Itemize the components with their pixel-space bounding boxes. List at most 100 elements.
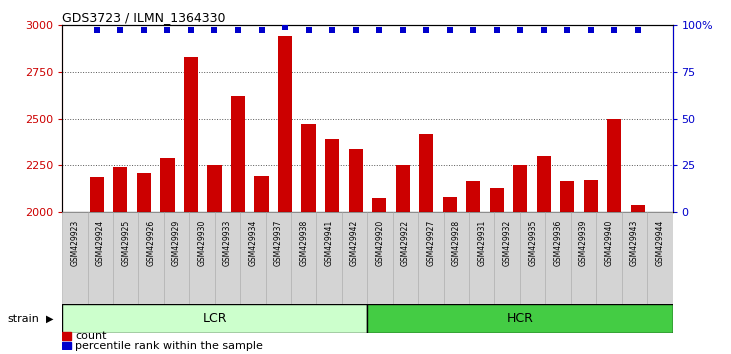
- Bar: [137, 173, 151, 354]
- Bar: [442, 198, 457, 354]
- Point: [467, 28, 479, 33]
- Bar: [189, 212, 215, 308]
- Bar: [372, 198, 386, 354]
- Text: GSM429926: GSM429926: [147, 220, 156, 266]
- Point: [608, 28, 620, 33]
- Text: GSM429944: GSM429944: [655, 220, 664, 267]
- Bar: [469, 212, 494, 308]
- Bar: [113, 167, 127, 354]
- Bar: [419, 133, 433, 354]
- Bar: [545, 212, 571, 308]
- Text: percentile rank within the sample: percentile rank within the sample: [75, 341, 263, 350]
- Point: [138, 28, 150, 33]
- Bar: [466, 182, 480, 354]
- Text: GSM429928: GSM429928: [452, 220, 461, 266]
- Bar: [349, 149, 363, 354]
- Point: [420, 28, 432, 33]
- Text: GSM429924: GSM429924: [96, 220, 105, 266]
- Text: GSM429930: GSM429930: [197, 220, 207, 267]
- Point: [491, 28, 502, 33]
- Bar: [265, 212, 291, 308]
- Text: GSM429920: GSM429920: [376, 220, 385, 266]
- Bar: [113, 212, 138, 308]
- Bar: [325, 139, 339, 354]
- Bar: [560, 182, 575, 354]
- Point: [326, 28, 338, 33]
- Bar: [278, 36, 292, 354]
- Text: GSM429941: GSM429941: [325, 220, 333, 266]
- Bar: [62, 342, 72, 349]
- Bar: [164, 212, 189, 308]
- Text: GSM429938: GSM429938: [299, 220, 308, 266]
- Bar: [62, 212, 88, 308]
- Point: [515, 28, 526, 33]
- Point: [538, 28, 550, 33]
- Text: GSM429934: GSM429934: [249, 220, 257, 267]
- Bar: [342, 212, 367, 308]
- Point: [279, 24, 291, 29]
- Point: [256, 28, 268, 33]
- Bar: [301, 124, 316, 354]
- Point: [444, 28, 455, 33]
- Text: ▶: ▶: [46, 314, 53, 324]
- Point: [349, 28, 361, 33]
- Text: GSM429942: GSM429942: [350, 220, 359, 266]
- Bar: [291, 212, 317, 308]
- Bar: [138, 212, 164, 308]
- Bar: [490, 188, 504, 354]
- Bar: [520, 212, 545, 308]
- Text: GSM429933: GSM429933: [223, 220, 232, 267]
- Bar: [571, 212, 596, 308]
- Point: [303, 28, 314, 33]
- Bar: [254, 176, 268, 354]
- Point: [162, 28, 173, 33]
- Point: [561, 28, 573, 33]
- Text: GSM429940: GSM429940: [605, 220, 613, 267]
- Bar: [494, 212, 520, 308]
- Bar: [240, 212, 265, 308]
- Point: [632, 28, 643, 33]
- Bar: [90, 177, 104, 354]
- Bar: [513, 165, 527, 354]
- Bar: [317, 212, 342, 308]
- Point: [374, 28, 385, 33]
- Point: [208, 28, 220, 33]
- Text: GSM429935: GSM429935: [528, 220, 537, 267]
- Bar: [583, 179, 598, 354]
- Bar: [88, 212, 113, 308]
- Text: GSM429932: GSM429932: [503, 220, 512, 266]
- Bar: [184, 57, 198, 354]
- Bar: [418, 212, 444, 308]
- Bar: [621, 212, 647, 308]
- Point: [185, 28, 197, 33]
- Text: strain: strain: [7, 314, 39, 324]
- Bar: [537, 156, 550, 354]
- Text: GSM429939: GSM429939: [579, 220, 588, 267]
- Bar: [62, 304, 367, 333]
- Text: GSM429922: GSM429922: [401, 220, 410, 266]
- Point: [585, 28, 596, 33]
- Text: GSM429923: GSM429923: [70, 220, 80, 266]
- Text: GSM429937: GSM429937: [274, 220, 283, 267]
- Bar: [160, 158, 175, 354]
- Bar: [395, 165, 409, 354]
- Point: [397, 28, 409, 33]
- Bar: [607, 119, 621, 354]
- Text: GSM429931: GSM429931: [477, 220, 486, 266]
- Point: [115, 28, 126, 33]
- Bar: [215, 212, 240, 308]
- Text: GSM429936: GSM429936: [553, 220, 563, 267]
- Text: GSM429943: GSM429943: [630, 220, 639, 267]
- Bar: [393, 212, 418, 308]
- Text: GDS3723 / ILMN_1364330: GDS3723 / ILMN_1364330: [62, 11, 226, 24]
- Point: [232, 28, 244, 33]
- Text: GSM429925: GSM429925: [121, 220, 130, 266]
- Bar: [631, 205, 645, 354]
- Text: LCR: LCR: [202, 312, 227, 325]
- Bar: [208, 165, 221, 354]
- Bar: [596, 212, 621, 308]
- Text: HCR: HCR: [507, 312, 534, 325]
- Point: [91, 28, 103, 33]
- Text: GSM429929: GSM429929: [172, 220, 181, 266]
- Bar: [444, 212, 469, 308]
